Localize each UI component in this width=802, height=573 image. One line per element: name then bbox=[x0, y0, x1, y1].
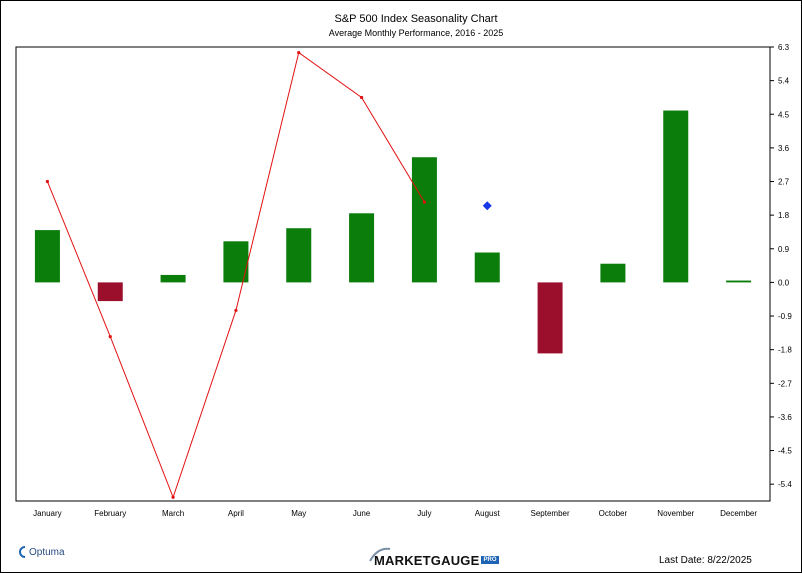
line-point bbox=[297, 51, 301, 55]
x-tick-label: May bbox=[291, 509, 306, 518]
x-tick-label: February bbox=[94, 509, 126, 518]
y-tick-label: -5.4 bbox=[778, 480, 792, 489]
y-axis: 6.3 5.4 4.5 3.6 2.7 1.8 0.9 0.0 -0.9 -1.8 -2.7 -3.6… bbox=[770, 43, 792, 489]
line-series bbox=[45, 51, 427, 499]
y-tick-label: 2.7 bbox=[778, 178, 790, 187]
bar-december bbox=[726, 280, 752, 283]
x-tick-label: September bbox=[531, 509, 570, 518]
line-point bbox=[45, 179, 50, 184]
y-tick-label: 0.9 bbox=[778, 245, 790, 254]
y-tick-label: 6.3 bbox=[778, 43, 790, 52]
marketgauge-logo: MARKETGAUGE PRO bbox=[369, 547, 499, 572]
y-tick-label: 3.6 bbox=[778, 144, 790, 153]
x-tick-label: July bbox=[417, 509, 431, 518]
pro-badge: PRO bbox=[481, 556, 499, 564]
x-tick-label: January bbox=[33, 509, 61, 518]
bar-june bbox=[349, 213, 375, 283]
y-tick-label: 0.0 bbox=[778, 278, 790, 287]
x-axis: January February March April May June July Augu… bbox=[33, 509, 757, 518]
plot-area bbox=[15, 46, 771, 502]
x-tick-label: April bbox=[228, 509, 244, 518]
x-tick-label: August bbox=[475, 509, 501, 518]
x-tick-label: October bbox=[599, 509, 628, 518]
y-tick-label: 5.4 bbox=[778, 77, 790, 86]
diamond-marker bbox=[482, 201, 492, 211]
y-tick-label: -0.9 bbox=[778, 312, 792, 321]
y-tick-label: -3.6 bbox=[778, 413, 792, 422]
optuma-icon bbox=[17, 546, 27, 558]
bar-july bbox=[411, 157, 437, 283]
y-tick-label: 4.5 bbox=[778, 110, 790, 119]
line-point bbox=[359, 95, 364, 100]
bar-march bbox=[160, 274, 186, 283]
chart-subtitle: Average Monthly Performance, 2016 - 2025 bbox=[329, 28, 503, 38]
bar-november bbox=[663, 110, 689, 283]
optuma-logo: Optuma bbox=[17, 546, 65, 558]
x-tick-label: June bbox=[353, 509, 371, 518]
optuma-brand: Optuma bbox=[29, 546, 65, 558]
last-date: Last Date: 8/22/2025 bbox=[659, 555, 752, 566]
scatter-series bbox=[482, 201, 492, 211]
y-tick-label: -4.5 bbox=[778, 447, 792, 456]
x-tick-label: March bbox=[162, 509, 184, 518]
bar-series bbox=[34, 110, 752, 354]
bar-september bbox=[537, 282, 563, 354]
chart-title: S&P 500 Index Seasonality Chart bbox=[334, 13, 497, 25]
bar-february bbox=[97, 282, 123, 302]
line-point bbox=[422, 200, 427, 204]
bar-may bbox=[286, 228, 312, 283]
x-tick-label: December bbox=[720, 509, 757, 518]
x-tick-label: November bbox=[657, 509, 694, 518]
y-tick-label: 1.8 bbox=[778, 211, 790, 220]
marketgauge-brand: MARKETGAUGE bbox=[374, 552, 480, 568]
y-tick-label: -2.7 bbox=[778, 379, 792, 388]
line-point bbox=[108, 334, 112, 339]
bar-august bbox=[474, 252, 500, 283]
line-point bbox=[234, 308, 238, 313]
y-tick-label: -1.8 bbox=[778, 346, 792, 355]
swoosh-icon bbox=[368, 545, 392, 570]
line-point bbox=[171, 495, 175, 499]
bar-october bbox=[600, 263, 626, 283]
bar-january bbox=[34, 230, 60, 283]
